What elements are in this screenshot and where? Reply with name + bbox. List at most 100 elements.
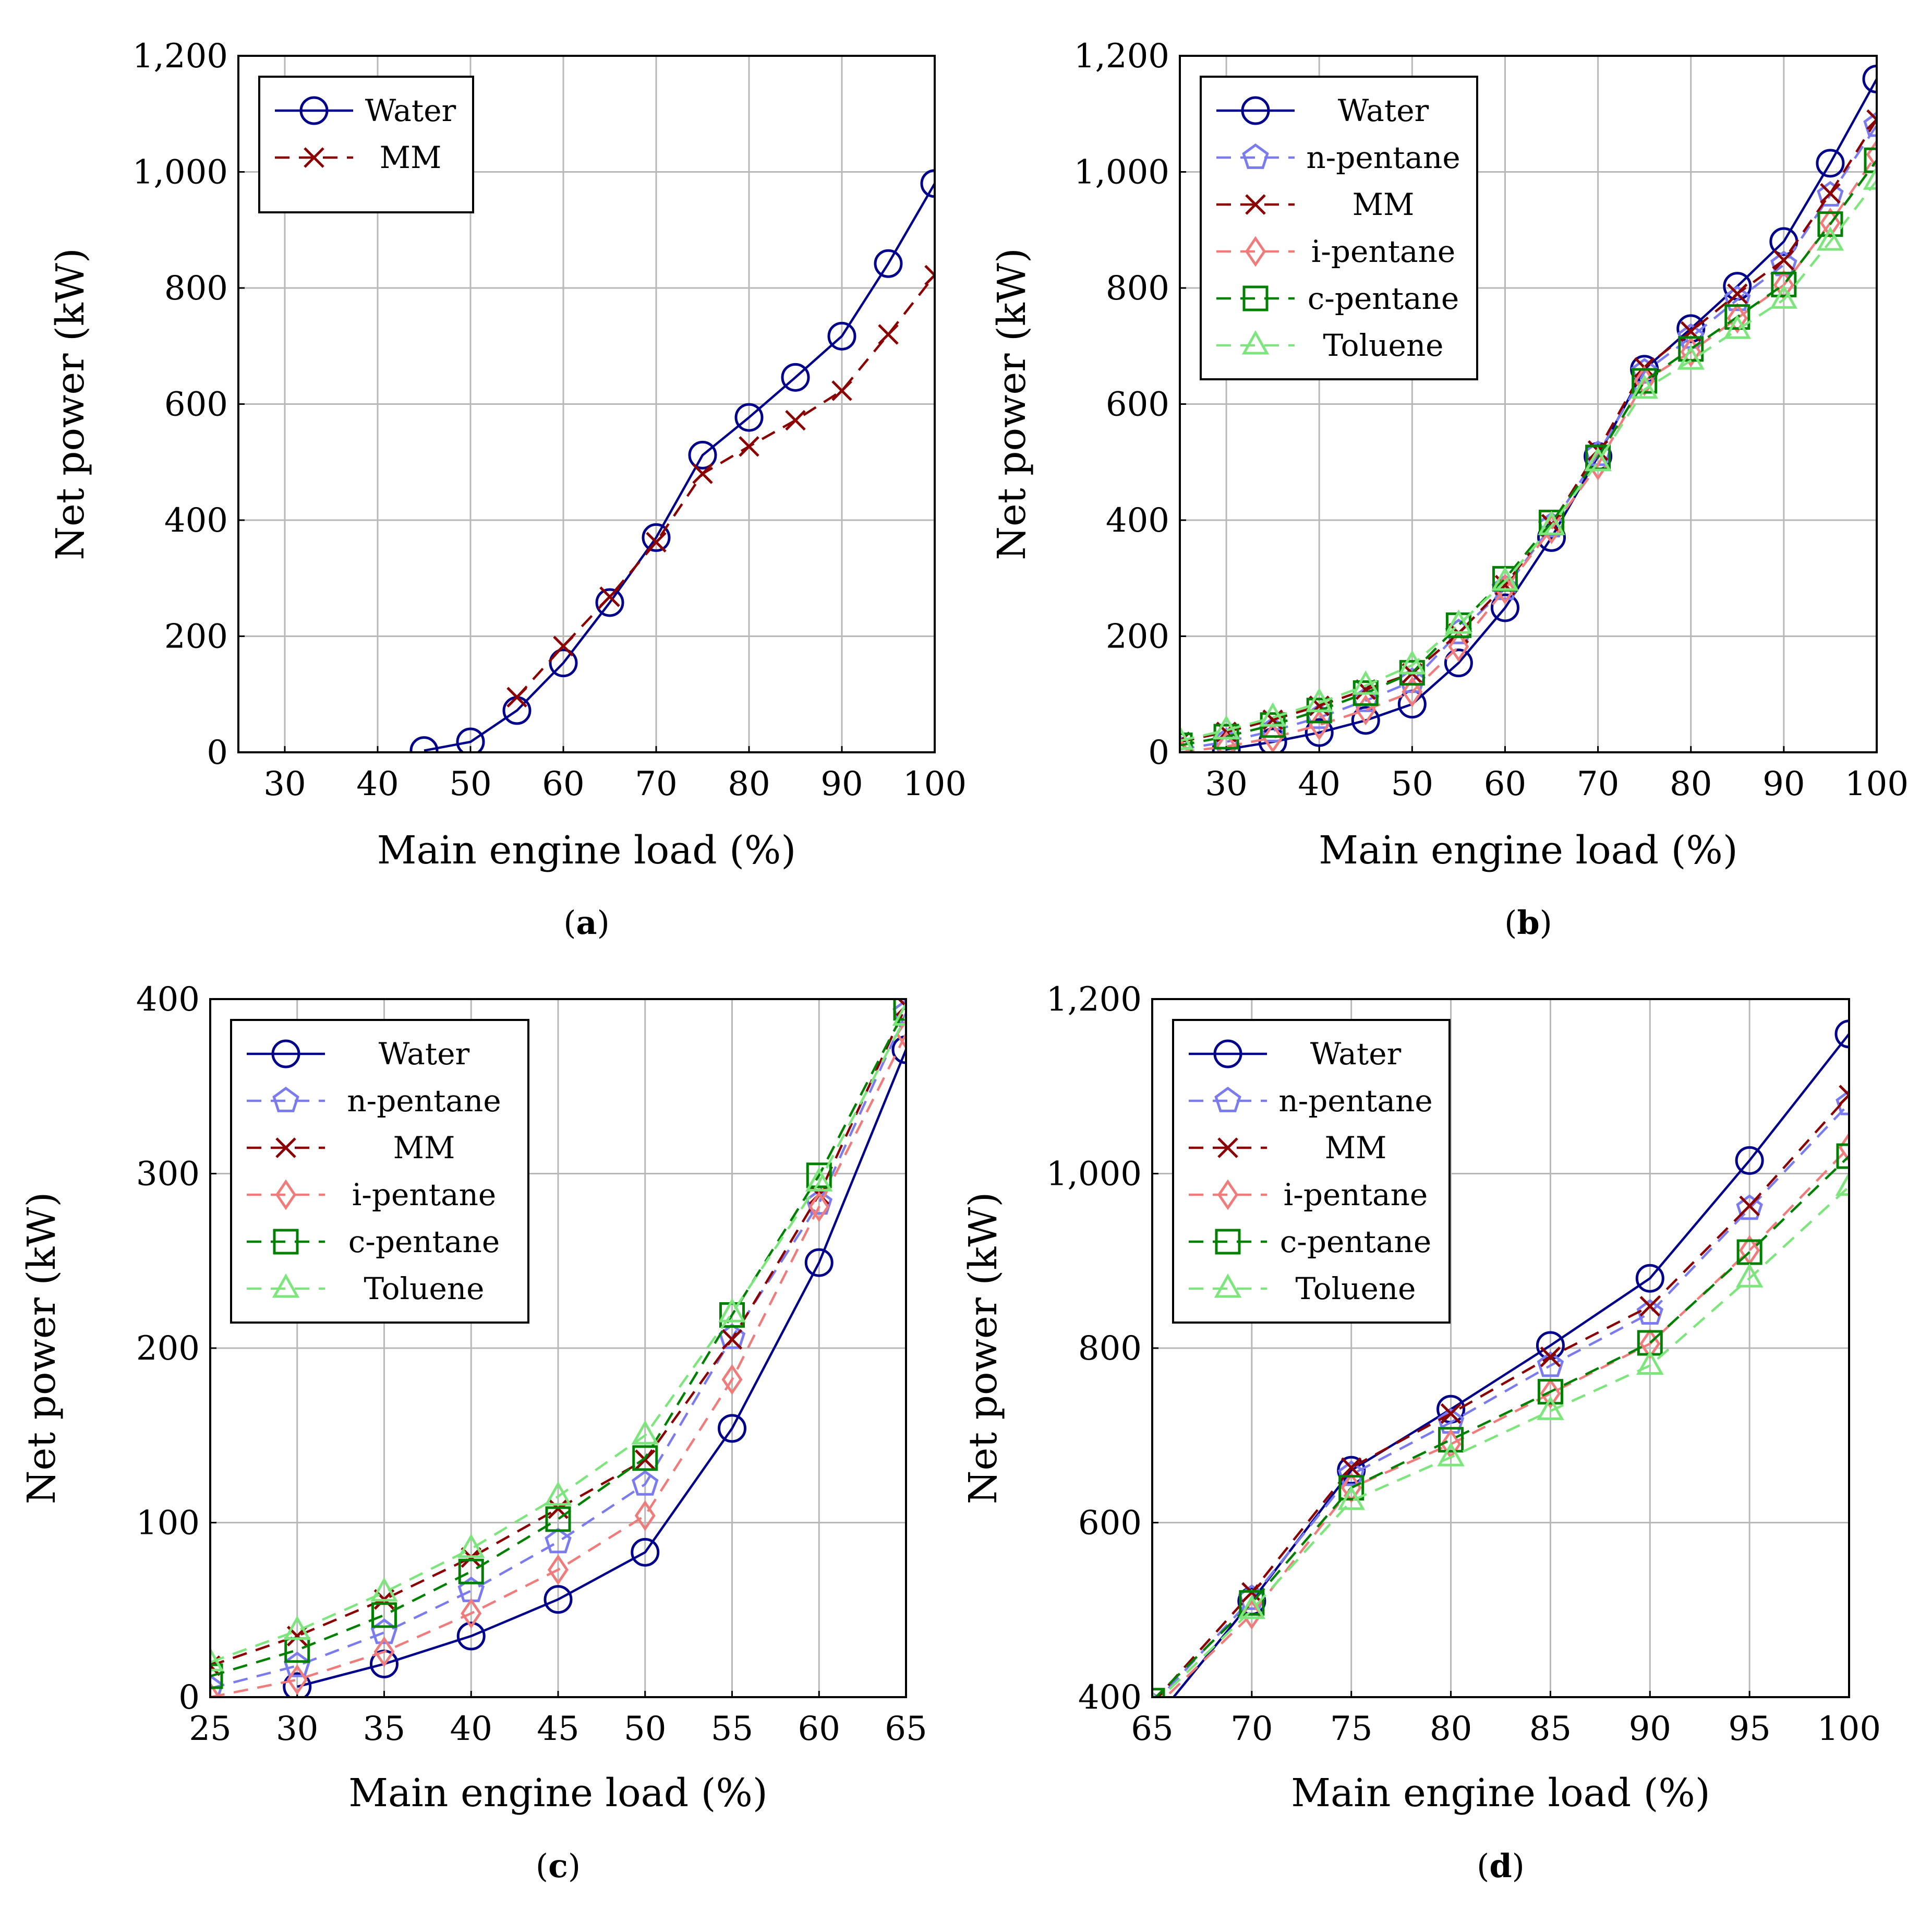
data-point-water (456, 1621, 486, 1651)
data-point-i-pentane (1448, 631, 1469, 662)
legend-label-c-pentane: c-pentane (1308, 281, 1459, 316)
data-point-toluene (718, 1298, 746, 1323)
legend-label-c-pentane: c-pentane (348, 1224, 500, 1259)
data-point-water (874, 249, 903, 278)
series-line-mm (1156, 1094, 1849, 1697)
legend-label-i-pentane: i-pentane (1284, 1177, 1428, 1212)
plot-frame (237, 55, 936, 753)
data-point-n-pentane (1724, 285, 1751, 311)
x-tick-label: 30 (1205, 765, 1247, 803)
legend-marker-i-pentane (1245, 236, 1266, 267)
legend-marker-toluene (1214, 1273, 1242, 1298)
data-point-toluene (1437, 1441, 1465, 1467)
caption-letter: b (1517, 904, 1539, 942)
data-point-mm (634, 1449, 656, 1470)
data-point-toluene (1212, 715, 1240, 740)
data-point-water (1735, 1146, 1764, 1175)
data-point-c-pentane (1817, 211, 1843, 237)
legend-box (258, 76, 474, 213)
data-point-c-pentane (719, 1302, 745, 1328)
data-point-n-pentane (1337, 1460, 1365, 1486)
y-tick-label: 1,200 (132, 37, 228, 76)
series-line-n-pentane (210, 1012, 906, 1690)
data-point-water (1635, 1264, 1664, 1293)
data-point-n-pentane (210, 1674, 224, 1697)
x-tick-label: 65 (1131, 1710, 1173, 1748)
data-point-i-pentane (1216, 731, 1237, 752)
series-group (210, 999, 906, 1697)
data-point-water (1258, 727, 1287, 752)
caption-paren: ) (597, 904, 610, 942)
legend-marker-toluene (272, 1273, 300, 1298)
series-line-n-pentane (1158, 1103, 1849, 1697)
data-point-i-pentane (1639, 1328, 1661, 1360)
data-point-toluene (1770, 284, 1798, 309)
legend-label-water: Water (379, 1036, 470, 1072)
x-tick-label: 100 (903, 765, 967, 803)
series-line-toluene (1160, 1185, 1849, 1697)
data-point-i-pentane (461, 1597, 482, 1629)
y-tick-label: 1,000 (132, 153, 228, 192)
panel-caption: (a) (563, 904, 610, 942)
panel-caption: (b) (1504, 904, 1552, 942)
series-line-i-pentane (210, 1033, 906, 1697)
x-tick-label: 90 (820, 765, 863, 803)
plot-frame (1179, 55, 1878, 753)
y-tick-label: 200 (136, 1329, 200, 1368)
data-point-water (1490, 593, 1519, 622)
series-group (1152, 1019, 1849, 1697)
data-point-n-pentane (1491, 574, 1519, 600)
legend-marker-n-pentane (272, 1086, 299, 1112)
data-point-c-pentane (371, 1602, 397, 1628)
y-tick-label: 0 (207, 734, 228, 772)
legend-label-water: Water (1310, 1036, 1402, 1072)
legend-marker-c-pentane (1242, 285, 1269, 311)
data-point-water (1212, 735, 1241, 752)
legend-label-mm: MM (380, 140, 442, 175)
caption-paren: ( (563, 904, 576, 942)
data-point-water (718, 1414, 746, 1443)
series-line-i-pentane (1180, 153, 1877, 752)
data-point-water (1862, 65, 1877, 93)
panel-caption: (c) (536, 1847, 581, 1885)
data-point-n-pentane (1817, 181, 1844, 207)
caption-paren: ) (1540, 904, 1552, 942)
x-tick-label: 30 (263, 765, 306, 803)
data-point-c-pentane (1239, 1590, 1265, 1616)
series-line-toluene (210, 1016, 906, 1664)
data-point-n-pentane (631, 1470, 659, 1496)
series-line-c-pentane (1154, 1155, 1849, 1697)
data-point-c-pentane (545, 1506, 571, 1532)
data-point-i-pentane (634, 1500, 656, 1531)
legend-label-n-pentane: n-pentane (1278, 1083, 1432, 1119)
data-point-n-pentane (1836, 1089, 1849, 1115)
data-point-i-pentane (210, 1681, 221, 1697)
data-point-toluene (1735, 1263, 1764, 1288)
y-tick-label: 600 (1106, 386, 1169, 424)
legend-label-water: Water (365, 93, 456, 128)
data-point-mm (785, 410, 806, 431)
chart-panel-b: 30 40 50 60 70 80 90 100 0 200 400 600 800 1,000 1,200… (989, 37, 1909, 942)
data-point-water (781, 363, 810, 392)
y-axis-label: Net power (kW) (48, 248, 93, 560)
data-point-water (1834, 1019, 1849, 1049)
y-tick-label: 0 (1148, 734, 1169, 772)
data-point-toluene (1537, 1396, 1564, 1420)
legend-label-n-pentane: n-pentane (347, 1083, 501, 1119)
data-point-toluene (1398, 650, 1426, 675)
chart-panel-d: 65 70 75 80 85 90 95 100 400 600 800 1,000 1,200 Wate… (961, 980, 1881, 1885)
data-point-toluene (631, 1420, 659, 1445)
y-tick-label: 400 (1106, 501, 1169, 540)
legend: Water MM (258, 76, 474, 213)
plot-frame (1151, 998, 1850, 1698)
data-point-toluene (1636, 1350, 1664, 1375)
series-line-toluene (1180, 179, 1877, 742)
y-tick-label: 600 (164, 386, 228, 424)
legend-label-mm: MM (1325, 1130, 1387, 1166)
data-point-toluene (1180, 725, 1194, 750)
legend-marker-mm (304, 147, 324, 168)
x-tick-label: 40 (1298, 765, 1340, 803)
data-point-i-pentane (1866, 139, 1877, 170)
data-point-c-pentane (210, 1663, 223, 1689)
data-point-mm (506, 687, 527, 708)
